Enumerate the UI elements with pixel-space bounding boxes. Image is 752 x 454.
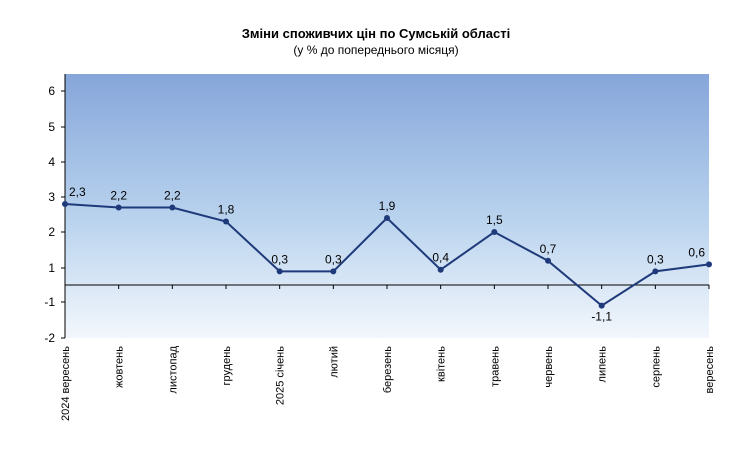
data-point bbox=[223, 218, 229, 225]
data-points bbox=[62, 201, 712, 309]
chart-title: Зміни споживчих цін по Сумській області bbox=[241, 26, 511, 41]
data-label: 2,2 bbox=[110, 189, 127, 203]
data-point bbox=[115, 204, 122, 211]
data-point bbox=[276, 268, 283, 275]
data-label: 0,3 bbox=[271, 252, 288, 266]
x-tick-label: травень bbox=[489, 346, 501, 387]
data-point bbox=[706, 261, 712, 268]
data-label: 1,9 bbox=[379, 199, 396, 213]
data-label: -1,1 bbox=[591, 310, 612, 324]
data-point bbox=[437, 266, 444, 273]
data-label: 0,6 bbox=[688, 245, 705, 259]
data-point bbox=[384, 215, 390, 221]
data-point bbox=[598, 302, 605, 309]
y-tick-label: 6 bbox=[48, 84, 55, 98]
data-point bbox=[62, 201, 68, 207]
data-point bbox=[491, 229, 498, 235]
x-tick-label: 2025 січень bbox=[275, 346, 287, 405]
x-tick-label: липень bbox=[597, 346, 609, 383]
data-label: 0,7 bbox=[540, 242, 557, 256]
y-tick-label: -1 bbox=[44, 295, 55, 309]
data-point bbox=[652, 268, 659, 275]
y-tick-label: 1 bbox=[48, 261, 55, 275]
data-label: 0,4 bbox=[432, 251, 449, 265]
x-tick-label: грудень bbox=[221, 346, 233, 386]
x-tick-label: вересень bbox=[704, 346, 716, 394]
x-tick-label: листопад bbox=[167, 345, 179, 393]
x-tick-label: 2024 вересень bbox=[60, 346, 72, 421]
x-axis-labels: 2024 вересень жовтень листопад грудень 2025 … bbox=[60, 285, 716, 421]
y-tick-label: 3 bbox=[48, 190, 55, 204]
data-label: 2,2 bbox=[164, 189, 181, 203]
x-tick-label: квітень bbox=[436, 346, 448, 382]
data-label: 2,3 bbox=[69, 185, 86, 199]
y-tick-label: 5 bbox=[48, 120, 55, 134]
data-labels: 2,3 2,2 2,2 1,8 0,3 0,3 1,9 0,4 1,5 0,7 -1,1 0,3 0,6 bbox=[69, 185, 705, 324]
y-tick-label: 4 bbox=[48, 155, 55, 169]
x-tick-label: жовтень bbox=[114, 346, 126, 388]
data-label: 1,5 bbox=[486, 213, 503, 227]
data-point bbox=[545, 257, 551, 264]
data-point bbox=[169, 204, 176, 211]
data-label: 0,3 bbox=[647, 252, 664, 266]
y-tick-label: -2 bbox=[44, 331, 55, 345]
x-tick-label: серпень bbox=[650, 346, 662, 388]
data-label: 1,8 bbox=[218, 203, 235, 217]
chart-subtitle: (у % до попереднього місяця) bbox=[293, 43, 459, 57]
y-tick-label: 2 bbox=[48, 225, 55, 239]
chart-title-block: Зміни споживчих цін по Сумській області … bbox=[0, 26, 752, 58]
x-tick-label: червень bbox=[543, 346, 555, 388]
data-label: 0,3 bbox=[325, 252, 342, 266]
y-axis-ticks: -2 -1 1 2 3 4 5 6 bbox=[44, 84, 65, 345]
data-point bbox=[330, 268, 337, 275]
x-tick-label: лютий bbox=[328, 346, 340, 378]
x-tick-label: березень bbox=[382, 346, 394, 393]
